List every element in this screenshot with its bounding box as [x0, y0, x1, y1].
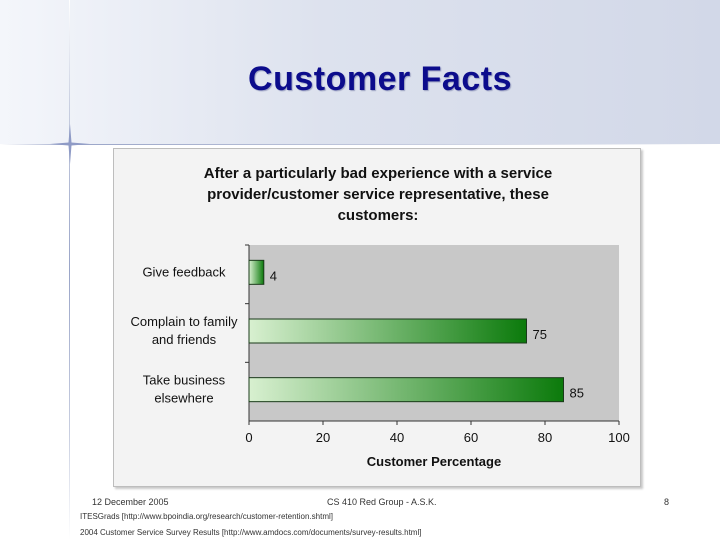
footer-page-number: 8 [664, 497, 670, 507]
category-label: and friends [152, 332, 217, 347]
x-tick-label: 20 [316, 430, 330, 445]
x-tick-label: 40 [390, 430, 404, 445]
footer-center-text: CS 410 Red Group - A.S.K. [327, 497, 437, 507]
category-label: Complain to family [131, 314, 238, 329]
data-label: 4 [270, 268, 277, 283]
chart-title-line: After a particularly bad experience with… [204, 165, 553, 182]
category-label: Give feedback [142, 264, 226, 279]
decorative-vertical-line [69, 0, 70, 540]
decorative-horizontal-line [0, 144, 720, 145]
x-tick-label: 100 [608, 430, 630, 445]
x-axis-label: Customer Percentage [367, 454, 501, 469]
bar [248, 318, 527, 344]
chart-title-line: customers: [338, 207, 419, 224]
footer-date: 12 December 2005 [92, 497, 169, 507]
slide-title: Customer Facts [248, 60, 512, 98]
bar-chart: After a particularly bad experience with… [131, 165, 630, 469]
x-tick-label: 0 [245, 430, 252, 445]
chart-panel: After a particularly bad experience with… [113, 148, 641, 487]
category-label: Take business [143, 373, 226, 388]
title-band [0, 0, 720, 145]
category-label: elsewhere [154, 391, 213, 406]
data-label: 85 [570, 386, 584, 401]
chart-title-line: provider/customer service representative… [207, 186, 549, 203]
bar [248, 259, 265, 285]
footer-source-2: 2004 Customer Service Survey Results [ht… [80, 528, 422, 537]
footer-source-1: ITESGrads [http://www.bpoindia.org/resea… [80, 512, 333, 521]
bar [248, 377, 564, 403]
x-tick-label: 60 [464, 430, 478, 445]
sparkle-star-icon [50, 124, 90, 164]
data-label: 75 [533, 327, 547, 342]
x-tick-label: 80 [538, 430, 552, 445]
